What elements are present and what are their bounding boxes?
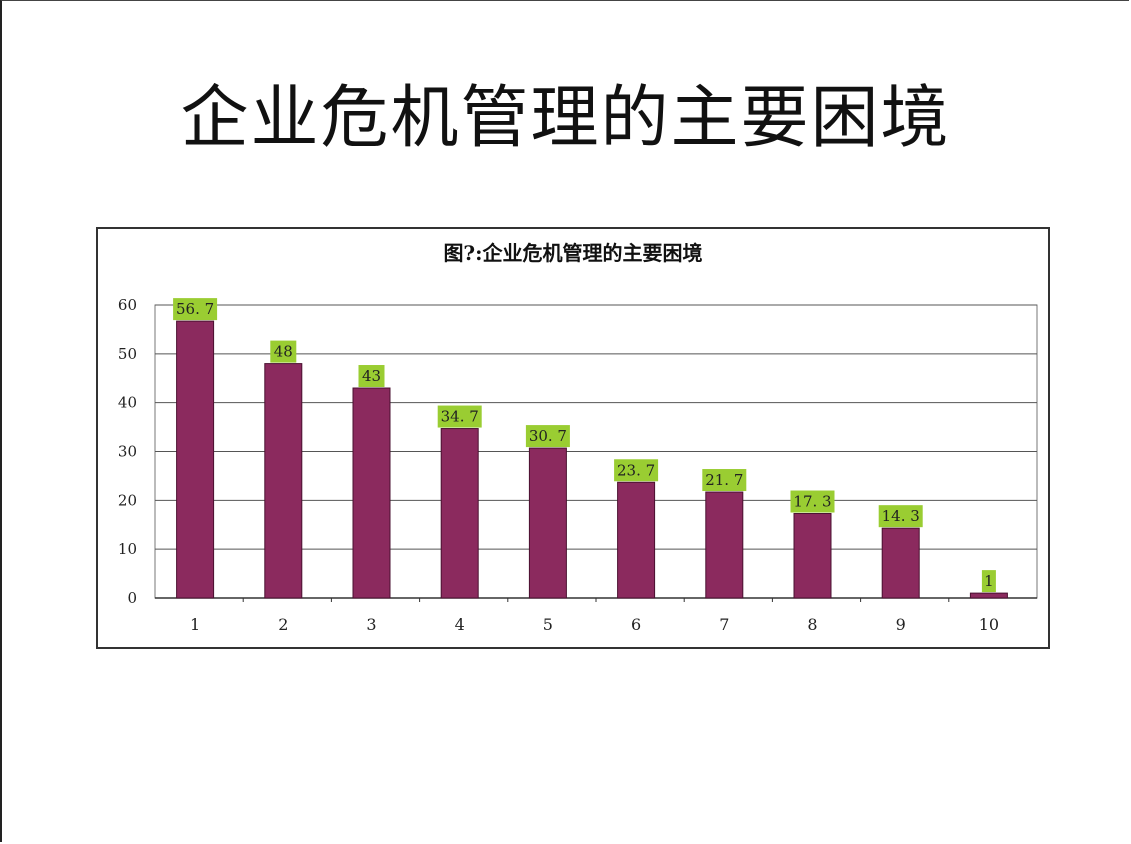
bar	[528, 447, 567, 599]
data-label-background	[702, 469, 747, 492]
data-label: 17. 3	[793, 493, 831, 511]
bar	[352, 387, 391, 599]
bar	[440, 428, 479, 599]
data-label: 43	[362, 367, 381, 385]
bar	[969, 592, 1008, 599]
x-tick-label: 8	[807, 615, 817, 634]
chart-title: 图?:企业危机管理的主要困境	[443, 241, 702, 265]
data-label-background	[270, 340, 297, 363]
y-tick-label: 20	[118, 491, 137, 509]
data-label: 21. 7	[705, 471, 743, 489]
x-tick-label: 7	[719, 615, 729, 634]
data-label-background	[878, 505, 923, 528]
data-label: 1	[984, 572, 994, 590]
data-label-background	[525, 425, 570, 448]
data-label: 30. 7	[529, 427, 567, 445]
y-tick-label: 30	[118, 443, 137, 461]
y-tick-label: 0	[127, 589, 137, 607]
bar	[264, 363, 303, 599]
y-tick-label: 40	[118, 394, 137, 412]
x-tick-label: 9	[896, 615, 906, 634]
data-label-background	[614, 459, 659, 482]
data-label: 14. 3	[882, 507, 920, 525]
x-tick-label: 3	[366, 615, 376, 634]
x-tick-label: 6	[631, 615, 641, 634]
bar	[705, 491, 744, 599]
data-label-background	[790, 490, 835, 513]
data-label-background	[437, 405, 482, 428]
bar	[617, 481, 656, 599]
bar	[881, 527, 920, 599]
data-label: 56. 7	[176, 300, 214, 318]
bar	[793, 513, 832, 599]
x-tick-label: 1	[190, 615, 200, 634]
x-tick-label: 4	[455, 615, 465, 634]
x-tick-label: 2	[278, 615, 288, 634]
data-label-background	[981, 570, 996, 593]
data-label: 23. 7	[617, 461, 655, 479]
x-tick-label: 5	[543, 615, 553, 634]
y-tick-label: 50	[118, 345, 137, 363]
data-label-background	[173, 298, 218, 321]
data-label: 48	[274, 343, 293, 361]
data-label: 34. 7	[441, 408, 479, 426]
y-tick-label: 60	[118, 296, 137, 314]
bar	[176, 320, 215, 599]
y-tick-label: 10	[118, 540, 137, 558]
slide-title: 企业危机管理的主要困境	[180, 79, 951, 158]
x-tick-label: 10	[979, 615, 999, 634]
chart-container: 图?:企业危机管理的主要困境 0 10 20 30 40 50 60 56. 7 1 48 2 43 3 3…	[96, 227, 1050, 649]
data-label-background	[358, 365, 385, 388]
